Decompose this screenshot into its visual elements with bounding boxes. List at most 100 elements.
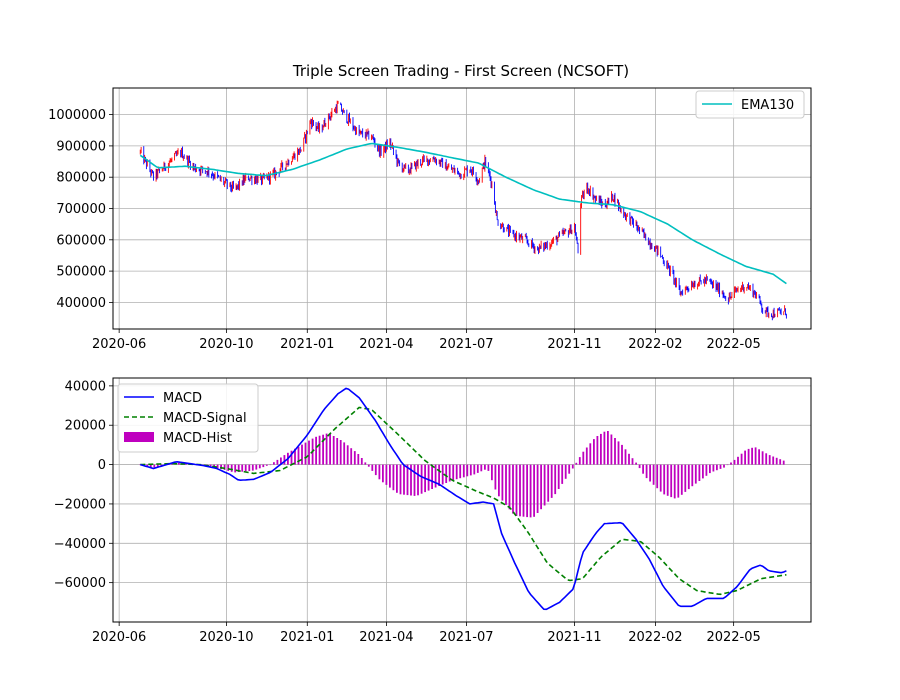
hist-bar (610, 434, 613, 465)
macd-hist-legend-swatch (124, 432, 154, 442)
price-y-tick-label: 1000000 (48, 108, 106, 123)
hist-bar (621, 444, 623, 465)
hist-bar (758, 449, 760, 465)
macd-y-tick-label: 0 (98, 458, 106, 473)
hist-bar (273, 462, 275, 465)
macd-y-axis: −60000 −40000 −20000 0 20000 40000 (54, 379, 113, 591)
hist-bar (434, 464, 437, 488)
hist-bar (353, 451, 356, 465)
hist-bar (617, 441, 620, 465)
hist-bar (543, 464, 546, 506)
hist-bar (628, 453, 630, 465)
hist-bar (146, 464, 149, 467)
hist-bar (216, 464, 219, 469)
price-y-tick-label: 900000 (56, 139, 106, 154)
hist-bar (473, 464, 476, 475)
hist-bar (698, 464, 701, 481)
hist-bar (768, 455, 771, 465)
hist-bar (209, 464, 212, 467)
hist-bar (438, 464, 440, 486)
hist-bar (276, 459, 279, 465)
hist-bar (427, 464, 430, 491)
hist-bar (469, 464, 472, 476)
hist-bar (329, 434, 331, 465)
hist-bar (684, 464, 687, 492)
hist-bar (360, 458, 363, 465)
price-x-tick-label: 2022-02 (628, 337, 682, 352)
hist-bar (160, 464, 163, 466)
hist-bar (498, 464, 500, 497)
hist-bar (593, 439, 595, 465)
hist-bar (709, 464, 711, 474)
hist-bar (582, 451, 585, 465)
hist-bar (744, 450, 746, 465)
hist-bar (241, 464, 244, 472)
price-x-tick-label: 2021-04 (359, 337, 413, 352)
hist-bar (782, 460, 785, 465)
hist-bar (649, 464, 651, 482)
price-panel: Triple Screen Trading - First Screen (NC… (48, 62, 812, 352)
hist-bar (406, 464, 409, 496)
macd-plot-frame (112, 377, 812, 623)
price-y-tick-label: 600000 (56, 233, 106, 248)
hist-bar (480, 464, 483, 472)
hist-bar (659, 464, 662, 492)
hist-bar (171, 463, 173, 465)
hist-bar (396, 464, 398, 493)
hist-bar (716, 464, 718, 471)
hist-bar (431, 464, 433, 489)
macd-grid (113, 378, 811, 622)
candlesticks (139, 100, 787, 321)
hist-bar (571, 464, 574, 469)
price-y-tick-label: 400000 (56, 296, 106, 311)
hist-bar (389, 464, 391, 488)
hist-bar (445, 464, 448, 483)
hist-bar (596, 436, 599, 465)
macd-legend-label: MACD (163, 391, 202, 406)
macd-hist-legend-label: MACD-Hist (163, 431, 232, 446)
hist-bar (223, 464, 226, 470)
price-x-tick-label: 2021-07 (439, 337, 493, 352)
macd-x-tick-label: 2020-06 (92, 630, 146, 645)
price-x-tick-label: 2021-01 (280, 337, 334, 352)
hist-bar (455, 464, 458, 480)
hist-bar (561, 464, 564, 484)
ema130-line (139, 142, 787, 285)
hist-bar (585, 447, 588, 465)
hist-bar (536, 464, 539, 513)
hist-bar (775, 457, 778, 465)
hist-bar (399, 464, 402, 495)
macd-x-tick-label: 2021-07 (439, 630, 493, 645)
hist-bar (280, 457, 282, 465)
hist-bar (515, 464, 518, 516)
hist-bar (153, 464, 156, 468)
hist-bar (522, 464, 525, 517)
hist-bar (283, 455, 286, 465)
hist-bar (315, 436, 317, 465)
macd-y-tick-label: 40000 (65, 379, 106, 394)
hist-bar (374, 464, 377, 476)
hist-bar (413, 464, 416, 496)
hist-bar (694, 464, 697, 484)
hist-bar (491, 464, 493, 481)
hist-bar (624, 449, 627, 465)
hist-bar (673, 464, 676, 499)
hist-bar (754, 447, 757, 465)
hist-bar (638, 464, 641, 469)
macd-x-tick-label: 2021-04 (359, 630, 413, 645)
hist-bar (505, 464, 507, 505)
hist-bar (635, 462, 637, 465)
hist-bar (357, 454, 360, 465)
macd-signal-line (140, 406, 787, 596)
hist-bar (367, 464, 370, 467)
hist-bar (631, 458, 634, 465)
hist-bar (564, 464, 567, 479)
hist-bar (487, 464, 490, 471)
hist-bar (220, 464, 222, 469)
hist-bar (526, 464, 528, 518)
hist-bar (575, 462, 578, 465)
hist-bar (761, 451, 764, 465)
hist-bar (290, 450, 293, 465)
macd-y-tick-label: −40000 (54, 537, 106, 552)
hist-bar (308, 440, 310, 465)
